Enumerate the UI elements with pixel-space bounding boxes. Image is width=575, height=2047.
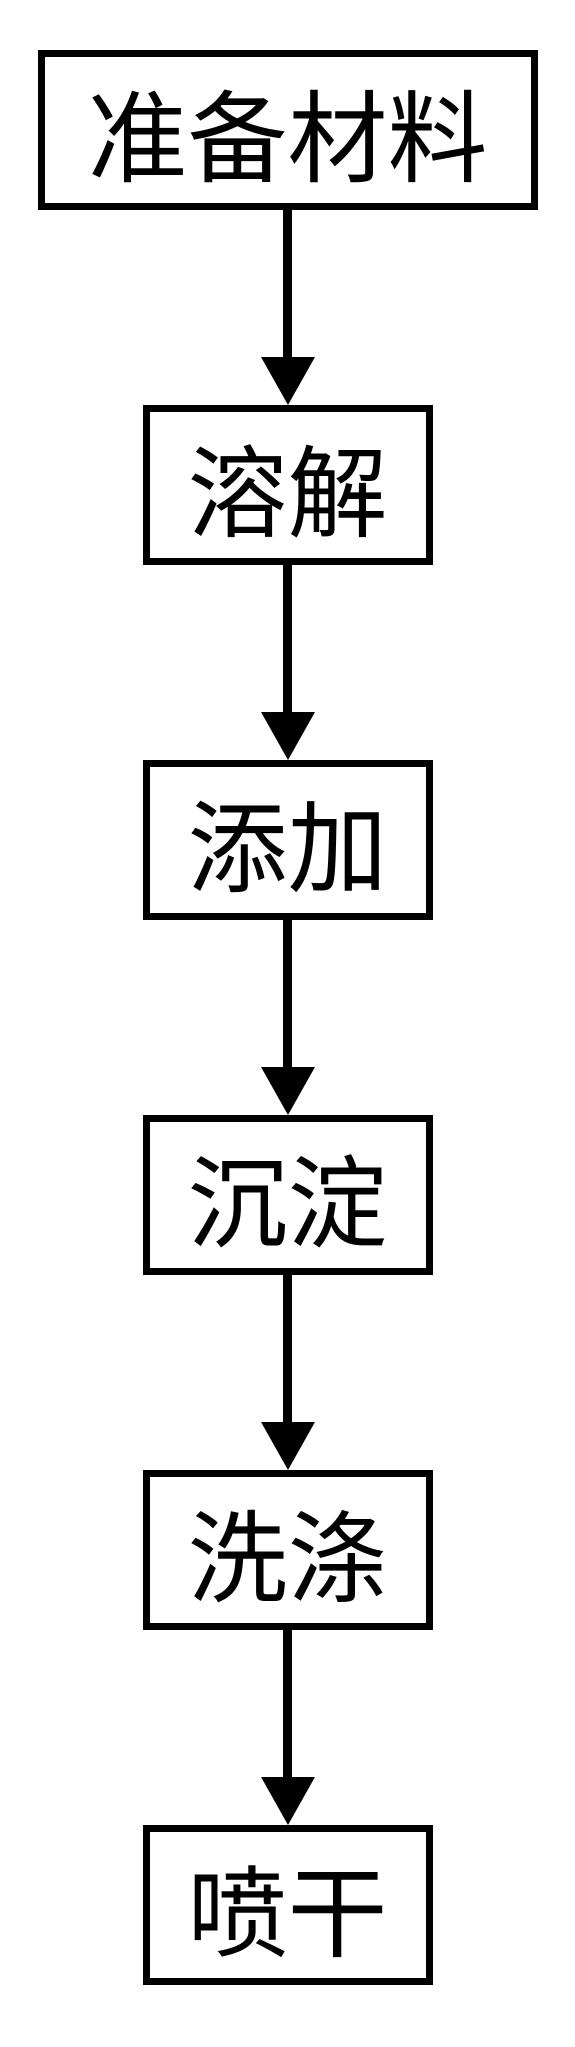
arrow-line bbox=[283, 1630, 292, 1780]
flow-node-label: 添加 bbox=[188, 768, 388, 913]
flow-node-dissolve: 溶解 bbox=[143, 405, 433, 565]
arrow-line bbox=[283, 565, 292, 715]
flow-arrow bbox=[261, 1630, 315, 1825]
flow-node-wash: 洗涤 bbox=[143, 1470, 433, 1630]
flow-arrow bbox=[261, 565, 315, 760]
flow-node-prepare: 准备材料 bbox=[38, 50, 538, 210]
arrow-head-icon bbox=[261, 712, 315, 760]
flow-node-spraydry: 喷干 bbox=[143, 1825, 433, 1985]
flow-node-label: 喷干 bbox=[188, 1833, 388, 1978]
arrow-head-icon bbox=[261, 357, 315, 405]
flow-arrow bbox=[261, 920, 315, 1115]
flow-node-label: 溶解 bbox=[188, 413, 388, 558]
flow-node-add: 添加 bbox=[143, 760, 433, 920]
flow-arrow bbox=[261, 1275, 315, 1470]
arrow-line bbox=[283, 1275, 292, 1425]
arrow-head-icon bbox=[261, 1067, 315, 1115]
arrow-line bbox=[283, 210, 292, 360]
flow-node-label: 沉淀 bbox=[188, 1123, 388, 1268]
flow-node-label: 洗涤 bbox=[188, 1478, 388, 1623]
flow-node-precipitate: 沉淀 bbox=[143, 1115, 433, 1275]
flow-arrow bbox=[261, 210, 315, 405]
arrow-line bbox=[283, 920, 292, 1070]
arrow-head-icon bbox=[261, 1777, 315, 1825]
arrow-head-icon bbox=[261, 1422, 315, 1470]
flow-node-label: 准备材料 bbox=[88, 58, 488, 203]
flowchart: 准备材料 溶解 添加 沉淀 洗涤 喷干 bbox=[38, 50, 538, 1985]
